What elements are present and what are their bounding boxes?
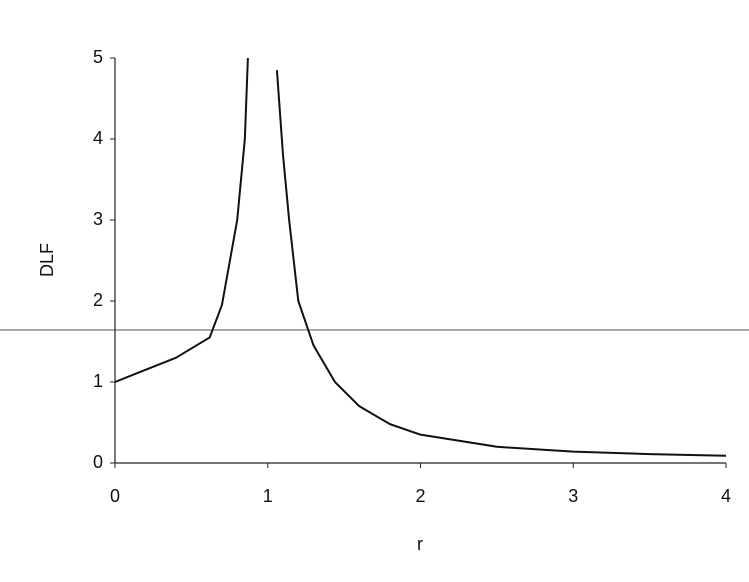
- line: [114, 57, 727, 457]
- y-tick-label: 1: [93, 371, 103, 391]
- x-tick-label: 1: [263, 486, 273, 506]
- y-tick-label: 5: [93, 47, 103, 67]
- x-tick-label: 3: [568, 486, 578, 506]
- y-axis-label: DLF: [37, 243, 57, 277]
- y-tick-label: 0: [93, 452, 103, 472]
- x-tick-label: 2: [415, 486, 425, 506]
- x-tick-label: 0: [110, 486, 120, 506]
- x-axis-label: r: [417, 534, 423, 554]
- y-tick-label: 4: [93, 128, 103, 148]
- y-tick-label: 3: [93, 209, 103, 229]
- y-tick-label: 2: [93, 290, 103, 310]
- x-tick-label: 4: [721, 486, 731, 506]
